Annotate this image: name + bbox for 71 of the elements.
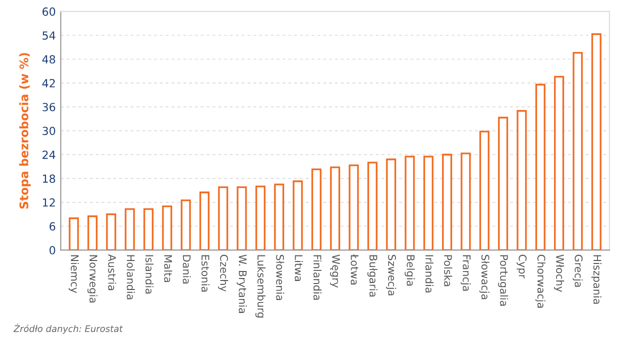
bar [236,186,247,250]
y-tick-label: 30 [42,126,56,136]
bar [274,184,284,250]
x-tick-label: W. Brytania [236,254,247,313]
y-tick-label: 0 [50,246,56,254]
x-tick-label: Holandia [126,255,135,300]
y-tick-label: 12 [42,198,55,207]
y-axis-title: Stopa bezrobocia (w %) [19,53,31,209]
y-tick-label: 36 [42,102,56,112]
bar [367,162,378,250]
x-tick-label: Malta [164,255,172,282]
x-tick-label: Dania [182,255,191,284]
bar [591,33,602,250]
y-tick-label: 6 [50,222,56,231]
bar [348,164,359,250]
x-tick-label: Austria [108,254,116,290]
bar [311,168,322,250]
x-tick-label: Norwegia [87,255,98,303]
x-tick-label: Cypr [516,254,527,279]
x-tick-label: Finlandia [313,255,322,300]
bar [124,208,135,250]
x-tick-label: Szwecja [386,254,396,296]
x-tick-label: Islandia [145,255,154,294]
x-tick-label: Belgia [404,255,415,286]
text: Źródło danych: Eurostat [13,324,123,334]
bar [292,180,303,250]
x-tick-label: Niemcy [68,255,79,294]
bar [87,215,98,250]
bar [498,116,508,250]
y-tick-label: 42 [42,79,55,88]
x-tick-label: Irlandia [425,255,434,292]
y-tick-label: 54 [42,31,56,40]
bar [404,156,415,250]
x-tick-label: Słowenia [276,254,284,300]
bar [199,192,210,250]
bar [479,130,490,250]
bar [442,154,452,250]
x-tick-label: Luksemburg [255,255,266,318]
x-tick-label: Bułgaria [367,255,378,297]
bar [386,158,396,250]
bar [423,156,434,250]
x-tick-label: Portugalia [498,255,508,306]
bar [68,217,79,250]
bar [572,52,583,250]
y-tick-label: 18 [42,174,56,183]
bar [106,213,116,250]
bar [162,205,172,250]
x-tick-label: Włochy [554,254,564,292]
bar [516,110,527,250]
x-tick-label: Łotwa [350,254,358,284]
bar [218,186,228,250]
x-tick-label: Grecja [572,254,583,287]
bar [554,76,564,250]
bar [180,200,191,250]
x-tick-label: Francja [460,255,471,291]
x-tick-label: Hiszpania [591,255,602,304]
x-tick-label: Litwa [294,255,303,281]
x-tick-label: Węgry [330,254,340,288]
bar [460,152,471,250]
y-tick-label: 24 [42,150,56,159]
bar [143,208,154,250]
y-tick-label: 60 [42,7,56,16]
x-tick-label: Słowacja [479,254,490,300]
x-tick-label: Czechy [218,254,228,292]
bar [330,166,340,250]
x-tick-label: Polska [444,255,452,286]
bar [535,84,546,250]
x-tick-label: Estonia [201,255,210,292]
x-tick-label: Chorwacja [535,254,546,308]
bar [255,186,266,250]
y-tick-label: 48 [42,55,56,64]
